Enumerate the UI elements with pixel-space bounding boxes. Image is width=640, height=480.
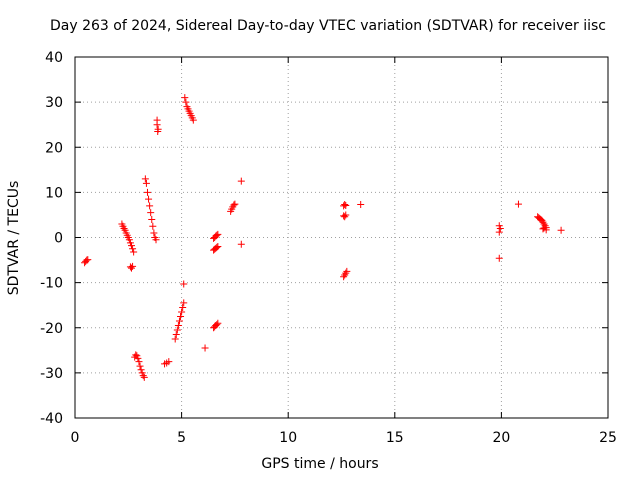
data-point bbox=[180, 299, 188, 307]
data-point bbox=[125, 236, 133, 244]
y-tick-label: 40 bbox=[45, 50, 63, 66]
data-point bbox=[180, 280, 188, 288]
data-point bbox=[342, 201, 350, 209]
data-point bbox=[152, 236, 160, 244]
data-point bbox=[213, 321, 221, 329]
data-point bbox=[342, 269, 350, 277]
data-point bbox=[542, 226, 550, 234]
data-points bbox=[81, 94, 565, 381]
data-point bbox=[214, 243, 222, 251]
grid-lines bbox=[75, 57, 608, 418]
x-axis-label: GPS time / hours bbox=[261, 456, 379, 472]
data-point bbox=[179, 303, 187, 311]
data-point bbox=[182, 98, 190, 106]
data-point bbox=[341, 213, 349, 221]
y-tick-label: 30 bbox=[45, 95, 63, 111]
y-tick-label: 0 bbox=[54, 231, 63, 247]
data-point bbox=[496, 224, 504, 232]
data-point bbox=[140, 373, 148, 381]
data-point bbox=[514, 200, 522, 208]
data-point bbox=[130, 248, 138, 256]
data-point bbox=[139, 372, 147, 380]
data-point bbox=[148, 215, 156, 223]
x-tick-label: 0 bbox=[71, 430, 80, 446]
data-point bbox=[137, 366, 145, 374]
x-tick-label: 25 bbox=[599, 430, 617, 446]
chart-title: Day 263 of 2024, Sidereal Day-to-day VTE… bbox=[50, 18, 606, 34]
x-tick-label: 20 bbox=[492, 430, 510, 446]
data-point bbox=[495, 254, 503, 262]
data-point bbox=[132, 351, 140, 359]
x-tick-label: 5 bbox=[177, 430, 186, 446]
data-point bbox=[341, 271, 349, 279]
data-point bbox=[495, 228, 503, 236]
data-point bbox=[127, 264, 135, 272]
data-point bbox=[539, 218, 547, 226]
data-point bbox=[214, 319, 222, 327]
data-point bbox=[171, 335, 179, 343]
data-point bbox=[150, 229, 158, 237]
data-point bbox=[135, 358, 143, 366]
data-point bbox=[173, 326, 181, 334]
y-axis-label: SDTVAR / TECUs bbox=[6, 180, 22, 296]
axis-ticks bbox=[74, 56, 609, 419]
data-point bbox=[189, 116, 197, 124]
data-point bbox=[146, 202, 154, 210]
data-point bbox=[341, 201, 349, 209]
data-point bbox=[149, 222, 157, 230]
data-point bbox=[142, 179, 150, 187]
data-point bbox=[136, 362, 144, 370]
data-point bbox=[127, 242, 135, 250]
data-point bbox=[174, 321, 182, 329]
data-point bbox=[237, 240, 245, 248]
data-point bbox=[539, 225, 547, 233]
data-point bbox=[214, 230, 222, 238]
data-point bbox=[147, 209, 155, 217]
y-tick-label: -30 bbox=[40, 366, 63, 382]
data-point bbox=[141, 175, 149, 183]
data-point bbox=[143, 188, 151, 196]
data-point bbox=[213, 231, 221, 239]
data-point bbox=[231, 200, 239, 208]
data-point bbox=[201, 344, 209, 352]
data-point bbox=[165, 358, 173, 366]
data-point bbox=[538, 216, 546, 224]
data-point bbox=[134, 354, 142, 362]
data-point bbox=[177, 312, 185, 320]
data-point bbox=[181, 94, 189, 102]
tick-labels: 0 5 10 15 20 25 -40 -30 -20 -10 0 10 20 30 40 bbox=[40, 50, 617, 446]
data-point bbox=[175, 317, 183, 325]
data-point bbox=[120, 224, 128, 232]
y-tick-label: -40 bbox=[40, 411, 63, 427]
data-point bbox=[129, 262, 137, 270]
x-tick-label: 15 bbox=[386, 430, 404, 446]
data-point bbox=[230, 201, 238, 209]
data-point bbox=[154, 127, 162, 135]
data-point bbox=[557, 226, 565, 234]
data-point bbox=[340, 273, 348, 281]
data-point bbox=[357, 201, 365, 209]
y-tick-label: 20 bbox=[45, 140, 63, 156]
data-point bbox=[129, 245, 137, 253]
data-point bbox=[178, 308, 186, 316]
data-point bbox=[172, 331, 180, 339]
x-tick-label: 10 bbox=[279, 430, 297, 446]
y-tick-label: -20 bbox=[40, 321, 63, 337]
data-point bbox=[213, 243, 221, 251]
y-tick-label: 10 bbox=[45, 185, 63, 201]
data-point bbox=[343, 267, 351, 275]
data-point bbox=[342, 211, 350, 219]
data-point bbox=[153, 121, 161, 129]
y-tick-label: -10 bbox=[40, 276, 63, 292]
data-point bbox=[145, 195, 153, 203]
data-point bbox=[237, 177, 245, 185]
data-point bbox=[84, 256, 92, 264]
